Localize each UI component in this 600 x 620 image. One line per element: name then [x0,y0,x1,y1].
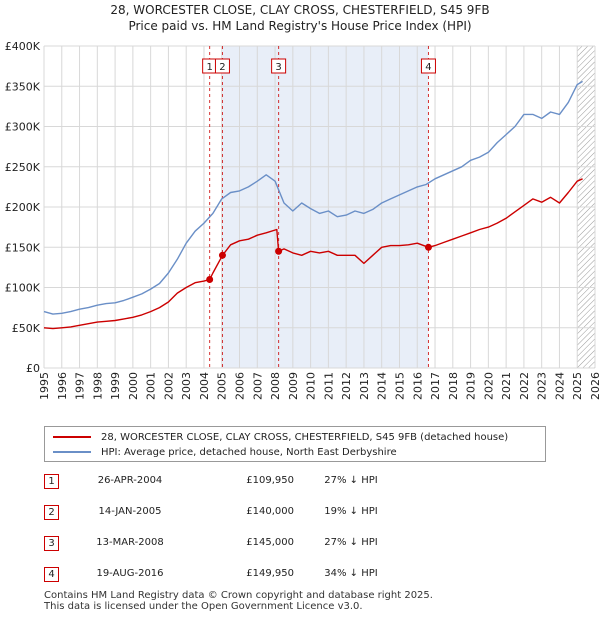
x-tick-label: 2025 [571,372,584,400]
chart-subtitle: Price paid vs. HM Land Registry's House … [128,19,472,33]
sale-row: 3 13-MAR-2008 £145,000 27% ↓ HPI [44,534,564,554]
legend-label-hpi: HPI: Average price, detached house, Nort… [101,446,397,458]
x-tick-label: 2006 [234,372,247,400]
x-tick-label: 2007 [251,372,264,400]
sale-marker-frame [214,58,230,74]
x-tick-label: 2022 [518,372,531,400]
x-tick-label: 1996 [56,372,69,400]
x-tick-label: 2004 [198,372,211,400]
x-tick-label: 2002 [162,372,175,400]
footer-copyright: Contains HM Land Registry data © Crown c… [44,590,433,601]
sale-hpi-diff: 27% ↓ HPI [324,537,378,548]
x-tick-label: 2016 [411,372,424,400]
x-tick-label: 2019 [465,372,478,400]
x-tick-label: 2023 [536,372,549,400]
x-tick-label: 2005 [216,372,229,400]
sale-row: 2 14-JAN-2005 £140,000 19% ↓ HPI [44,503,564,523]
legend-label-property: 28, WORCESTER CLOSE, CLAY CROSS, CHESTER… [101,431,509,443]
x-tick-label: 2011 [322,372,335,400]
sale-hpi-diff: 27% ↓ HPI [324,475,378,486]
x-tick-label: 2000 [127,372,140,400]
sale-marker-label: 2 [219,62,225,73]
sale-marker-frame [420,58,436,74]
x-tick-label: 2015 [393,372,406,400]
sale-row: 1 26-APR-2004 £109,950 27% ↓ HPI [44,472,564,492]
sale-hpi-diff: 19% ↓ HPI [324,506,378,517]
y-tick-label: £0 [26,362,40,375]
sale-date: 13-MAR-2008 [96,537,164,548]
sale-point [275,247,283,255]
sale-date: 14-JAN-2005 [98,506,162,517]
x-tick-label: 2009 [287,372,300,400]
sale-number-badge: 3 [44,536,59,551]
sale-price: £145,000 [246,537,294,548]
hpi-line [43,80,583,315]
legend-swatch-hpi [53,451,91,453]
footer-note: Contains HM Land Registry data © Crown c… [44,590,433,612]
sale-price: £140,000 [246,506,294,517]
sale-point [206,275,214,283]
sale-marker-label: 1 [206,62,212,73]
x-tick-label: 2008 [269,372,282,400]
x-tick-label: 2024 [553,372,566,400]
sale-point [218,251,226,259]
property-line [43,178,583,330]
x-tick-label: 1999 [109,372,122,400]
y-tick-label: £50K [12,322,41,335]
y-tick-label: £300K [5,121,41,134]
sale-marker-box: 3 [271,58,287,74]
x-tick-label: 2013 [358,372,371,400]
sale-date: 26-APR-2004 [97,475,163,486]
x-tick-label: 2014 [376,372,389,400]
x-tick-label: 2020 [482,372,495,400]
x-tick-label: 2001 [145,372,158,400]
x-tick-label: 2021 [500,372,513,400]
y-tick-label: £100K [5,282,41,295]
sale-number-badge: 4 [44,567,59,582]
sale-hpi-diff: 34% ↓ HPI [324,568,378,579]
footer-licence: This data is licensed under the Open Gov… [44,601,363,612]
sale-marker-box: 2 [214,58,230,74]
sale-point [424,243,432,251]
y-tick-label: £400K [5,40,41,53]
sale-date: 19-AUG-2016 [96,568,164,579]
sale-marker-box: 4 [420,58,436,74]
x-tick-label: 2026 [589,372,600,400]
sale-number-badge: 1 [44,474,59,489]
x-tick-label: 2018 [447,372,460,400]
x-tick-label: 2010 [305,372,318,400]
sale-marker-frame [271,58,287,74]
legend-swatch-property [53,436,91,438]
chart-title-address: 28, WORCESTER CLOSE, CLAY CROSS, CHESTER… [110,3,490,17]
sale-price: £149,950 [246,568,294,579]
x-tick-label: 2003 [180,372,193,400]
sale-marker-box: 1 [202,58,218,74]
sale-price: £109,950 [246,475,294,486]
sale-marker-label: 3 [275,62,281,73]
legend-item-hpi: HPI: Average price, detached house, Nort… [53,445,397,459]
x-tick-label: 1995 [38,372,51,400]
sale-number-badge: 2 [44,505,59,520]
y-tick-label: £200K [5,201,41,214]
sale-marker-label: 4 [425,62,431,73]
y-tick-label: £150K [5,241,41,254]
y-tick-label: £350K [5,80,41,93]
x-tick-label: 2017 [429,372,442,400]
x-tick-label: 1998 [91,372,104,400]
x-tick-label: 2012 [340,372,353,400]
chart-legend: 28, WORCESTER CLOSE, CLAY CROSS, CHESTER… [44,426,546,462]
x-tick-label: 1997 [74,372,87,400]
sale-row: 4 19-AUG-2016 £149,950 34% ↓ HPI [44,565,564,585]
legend-item-property: 28, WORCESTER CLOSE, CLAY CROSS, CHESTER… [53,430,508,444]
y-tick-label: £250K [5,161,41,174]
